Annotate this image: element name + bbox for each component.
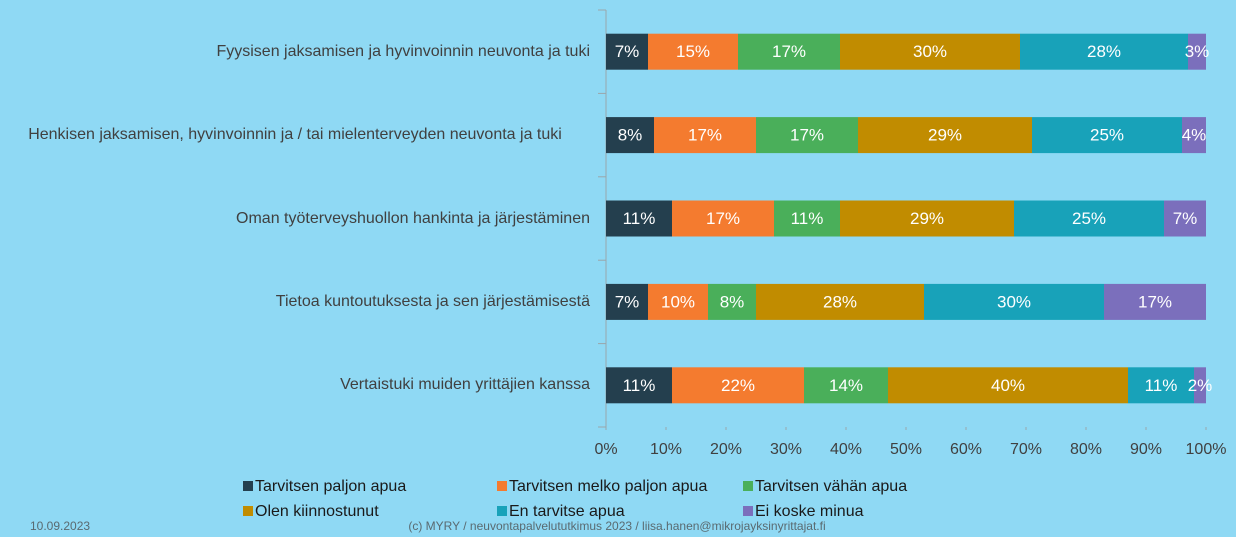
data-label: 2%: [1188, 376, 1213, 395]
x-tick-label: 40%: [830, 441, 862, 458]
bar-segment: [840, 200, 1014, 237]
bar-segment: [1128, 367, 1194, 404]
data-label: 29%: [928, 126, 962, 145]
data-label: 11%: [1145, 376, 1178, 395]
data-label: 30%: [997, 292, 1031, 311]
bar-segment: [756, 117, 858, 154]
data-label: 40%: [991, 376, 1025, 395]
data-label: 25%: [1072, 209, 1106, 228]
data-label: 17%: [688, 126, 722, 145]
bar-segment: [840, 33, 1020, 70]
category-label: Vertaistuki muiden yrittäjien kanssa: [340, 376, 590, 394]
data-label: 3%: [1185, 42, 1210, 61]
bar-segment: [606, 200, 672, 237]
legend-swatch: [743, 506, 753, 516]
bar-segment: [738, 33, 840, 70]
legend-swatch: [243, 506, 253, 516]
bar-segment: [804, 367, 888, 404]
category-label: Henkisen jaksamisen, hyvinvoinnin ja / t…: [28, 126, 562, 144]
legend-label: En tarvitse apua: [509, 503, 625, 520]
bar-segment: [708, 283, 756, 320]
legend-label: Tarvitsen vähän apua: [755, 478, 907, 495]
x-tick-label: 0%: [594, 441, 617, 458]
data-label: 11%: [623, 376, 656, 395]
x-tick-label: 30%: [770, 441, 802, 458]
legend-swatch: [497, 481, 507, 491]
data-label: 15%: [676, 42, 710, 61]
legend-swatch: [243, 481, 253, 491]
data-label: 25%: [1090, 126, 1124, 145]
x-tick-label: 10%: [650, 441, 682, 458]
data-label: 7%: [1173, 209, 1198, 228]
legend-swatch: [497, 506, 507, 516]
data-label: 17%: [790, 126, 824, 145]
legend-swatch: [743, 481, 753, 491]
bar-segment: [888, 367, 1128, 404]
data-label: 4%: [1182, 126, 1207, 145]
legend-label: Tarvitsen melko paljon apua: [509, 478, 707, 495]
data-label: 7%: [615, 292, 640, 311]
data-label: 28%: [1087, 42, 1121, 61]
legend-label: Ei koske minua: [755, 503, 864, 520]
data-label: 29%: [910, 209, 944, 228]
bar-segment: [1014, 200, 1164, 237]
bar-segment: [606, 33, 648, 70]
data-label: 11%: [791, 209, 824, 228]
bar-segment: [1182, 117, 1206, 154]
x-tick-label: 90%: [1130, 441, 1162, 458]
bar-segment: [648, 283, 708, 320]
bar-segment: [606, 117, 654, 154]
bar-segment: [924, 283, 1104, 320]
data-label: 17%: [706, 209, 740, 228]
data-label: 17%: [772, 42, 806, 61]
x-tick-label: 80%: [1070, 441, 1102, 458]
category-label: Tietoa kuntoutuksesta ja sen järjestämis…: [275, 292, 590, 310]
data-label: 28%: [823, 292, 857, 311]
bar-segment: [672, 200, 774, 237]
data-label: 11%: [623, 209, 656, 228]
data-label: 22%: [721, 376, 755, 395]
bar-segment: [672, 367, 804, 404]
bar-segment: [774, 200, 840, 237]
bar-segment: [1188, 33, 1206, 70]
data-label: 8%: [618, 126, 643, 145]
bar-segment: [654, 117, 756, 154]
bar-segment: [1194, 367, 1206, 404]
category-label: Oman työterveyshuollon hankinta ja järje…: [236, 209, 590, 227]
bar-segment: [756, 283, 924, 320]
data-label: 10%: [661, 292, 695, 311]
bar-segment: [1164, 200, 1206, 237]
bar-segment: [1032, 117, 1182, 154]
legend-label: Tarvitsen paljon apua: [255, 478, 406, 495]
data-label: 30%: [913, 42, 947, 61]
data-label: 7%: [615, 42, 640, 61]
bar-segment: [1104, 283, 1206, 320]
category-label: Fyysisen jaksamisen ja hyvinvoinnin neuv…: [216, 42, 590, 60]
data-label: 8%: [720, 292, 745, 311]
x-tick-label: 20%: [710, 441, 742, 458]
legend-label: Olen kiinnostunut: [255, 503, 379, 520]
bar-segment: [858, 117, 1032, 154]
x-tick-label: 100%: [1186, 441, 1227, 458]
data-label: 14%: [829, 376, 863, 395]
x-tick-label: 60%: [950, 441, 982, 458]
bar-segment: [606, 367, 672, 404]
data-label: 17%: [1138, 292, 1172, 311]
x-tick-label: 70%: [1010, 441, 1042, 458]
footer-date: 10.09.2023: [30, 519, 90, 533]
bar-segment: [606, 283, 648, 320]
footer-source: (c) MYRY / neuvontapalvelututkimus 2023 …: [408, 519, 825, 533]
bar-segment: [1020, 33, 1188, 70]
x-tick-label: 50%: [890, 441, 922, 458]
bar-segment: [648, 33, 738, 70]
